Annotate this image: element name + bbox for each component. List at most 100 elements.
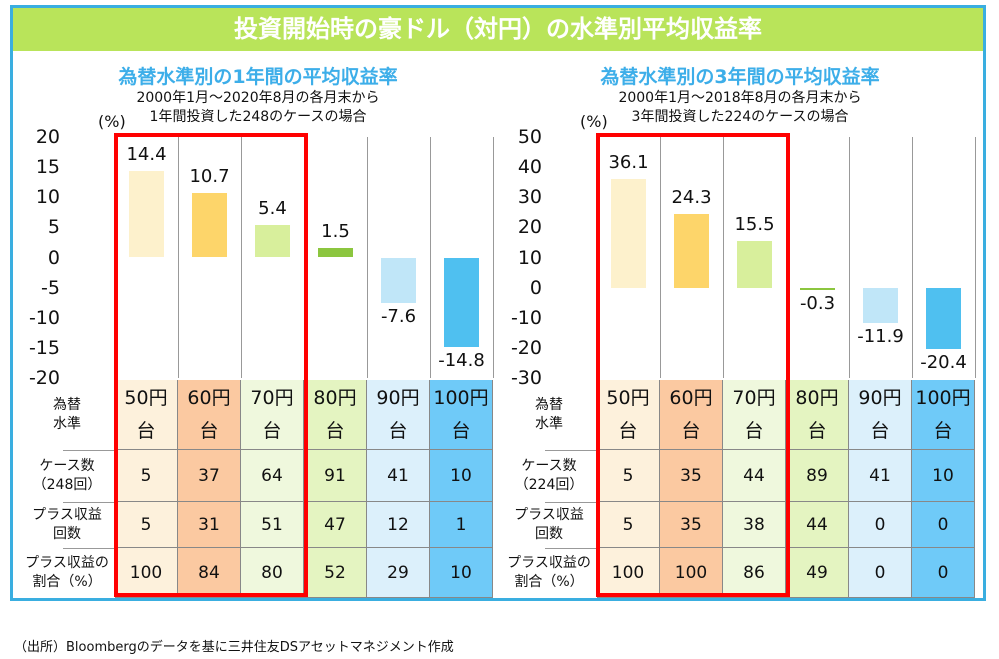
table-cell: 100 xyxy=(115,548,178,598)
table-cell: 100円 台 xyxy=(912,380,975,450)
table-cell: 70円 台 xyxy=(723,380,786,450)
chart-3year: 為替水準別の3年間の平均収益率 2000年1月～2018年8月の各月末から 3年間投… xyxy=(500,60,980,600)
table-cell: 5 xyxy=(597,450,660,502)
table-cell: 80円 台 xyxy=(304,380,367,450)
bar-60円台 xyxy=(674,214,709,288)
bar-100円台 xyxy=(444,257,479,347)
table-cell: 90円 台 xyxy=(849,380,912,450)
highlight-box xyxy=(596,133,790,597)
table-cell: 70円 台 xyxy=(241,380,304,450)
data-label: -0.3 xyxy=(799,292,836,314)
table-row-label: プラス収益の 割合（%） xyxy=(25,555,109,590)
table-cell: 29 xyxy=(367,548,430,598)
data-label: -20.4 xyxy=(920,352,967,374)
grid-line xyxy=(241,137,242,378)
chart-subtitle: 1年間投資した248のケースの場合 xyxy=(149,109,367,125)
grid-line xyxy=(178,137,179,378)
grid-line xyxy=(660,137,661,378)
table-cell: 10 xyxy=(430,548,493,598)
table-cell: 35 xyxy=(660,502,723,548)
grid-line xyxy=(430,137,431,378)
grid-line xyxy=(849,137,850,378)
data-label: 24.3 xyxy=(671,187,712,209)
table-cell: 80 xyxy=(241,548,304,598)
table-row-label: プラス収益 回数 xyxy=(514,507,584,542)
y-tick-label: -20 xyxy=(510,336,542,359)
bar-100円台 xyxy=(926,287,961,350)
table-cell: 5 xyxy=(115,450,178,502)
chart-title: 為替水準別の1年間の平均収益率 xyxy=(118,66,398,88)
grid-line xyxy=(493,137,494,378)
table-cell: 50円 台 xyxy=(597,380,660,450)
table-cell: 86 xyxy=(723,548,786,598)
grid-line xyxy=(723,137,724,378)
y-tick-label: -10 xyxy=(510,306,542,329)
y-tick-label: 10 xyxy=(35,186,60,209)
table-row-label: プラス収益の 割合（%） xyxy=(507,555,591,590)
chart-subtitle: 2000年1月～2018年8月の各月末から xyxy=(618,90,862,106)
row-divider xyxy=(63,502,115,503)
table-cell: 0 xyxy=(912,548,975,598)
y-axis-unit: (%) xyxy=(580,112,608,131)
y-tick-label: 10 xyxy=(517,246,542,269)
table-cell: 89 xyxy=(786,450,849,502)
data-label: -11.9 xyxy=(857,326,904,348)
bar-60円台 xyxy=(192,193,227,258)
grid-line xyxy=(975,137,976,378)
y-tick-label: -15 xyxy=(28,336,60,359)
table-cell: 41 xyxy=(849,450,912,502)
y-tick-label: 0 xyxy=(47,246,60,269)
bar-70円台 xyxy=(737,240,772,288)
table-cell: 0 xyxy=(849,502,912,548)
table-cell: 0 xyxy=(849,548,912,598)
grid-line xyxy=(912,137,913,378)
data-label: 10.7 xyxy=(189,166,230,188)
bar-50円台 xyxy=(129,170,164,258)
bar-80円台 xyxy=(800,287,835,290)
y-tick-label: -30 xyxy=(510,367,542,389)
table-cell: 47 xyxy=(304,502,367,548)
y-tick-label: -5 xyxy=(41,276,60,299)
table-cell: 1 xyxy=(430,502,493,548)
table-cell: 90円 台 xyxy=(367,380,430,450)
page-title: 投資開始時の豪ドル（対円）の水準別平均収益率 xyxy=(13,8,983,51)
y-tick-label: -20 xyxy=(28,367,60,389)
data-label: -7.6 xyxy=(380,306,417,328)
row-divider xyxy=(545,450,597,451)
row-divider xyxy=(545,548,597,549)
table-cell: 60円 台 xyxy=(660,380,723,450)
table-cell: 91 xyxy=(304,450,367,502)
y-tick-label: 15 xyxy=(35,156,60,179)
data-label: -14.8 xyxy=(438,349,485,371)
table-cell: 38 xyxy=(723,502,786,548)
table-cell: 52 xyxy=(304,548,367,598)
bar-70円台 xyxy=(255,224,290,258)
table-cell: 51 xyxy=(241,502,304,548)
table-cell: 80円 台 xyxy=(786,380,849,450)
table-row-label: ケース数（224回） xyxy=(500,450,598,502)
table-row-label: 為替 水準 xyxy=(53,397,81,432)
table-row-label: 為替 水準 xyxy=(535,397,563,432)
table-cell: 31 xyxy=(178,502,241,548)
bar-90円台 xyxy=(381,257,416,304)
y-tick-label: 0 xyxy=(529,276,542,299)
bar-80円台 xyxy=(318,248,353,258)
source-note: （出所）Bloombergのデータを基に三井住友DSアセットマネジメント作成 xyxy=(14,640,454,655)
row-label-text: ケース数（248回） xyxy=(32,458,102,493)
table-cell: 44 xyxy=(786,502,849,548)
y-tick-label: 20 xyxy=(35,126,60,148)
bar-90円台 xyxy=(863,287,898,324)
table-cell: 100円 台 xyxy=(430,380,493,450)
table-row-label: プラス収益 回数 xyxy=(32,507,102,542)
table-cell: 50円 台 xyxy=(115,380,178,450)
grid-line xyxy=(367,137,368,378)
y-tick-label: 30 xyxy=(517,186,542,209)
table-cell: 64 xyxy=(241,450,304,502)
table-cell: 5 xyxy=(597,502,660,548)
outer-frame xyxy=(10,5,986,601)
data-label: 36.1 xyxy=(608,151,649,173)
row-divider xyxy=(545,502,597,503)
table-cell: 100 xyxy=(597,548,660,598)
row-divider xyxy=(63,450,115,451)
table-cell: 10 xyxy=(430,450,493,502)
